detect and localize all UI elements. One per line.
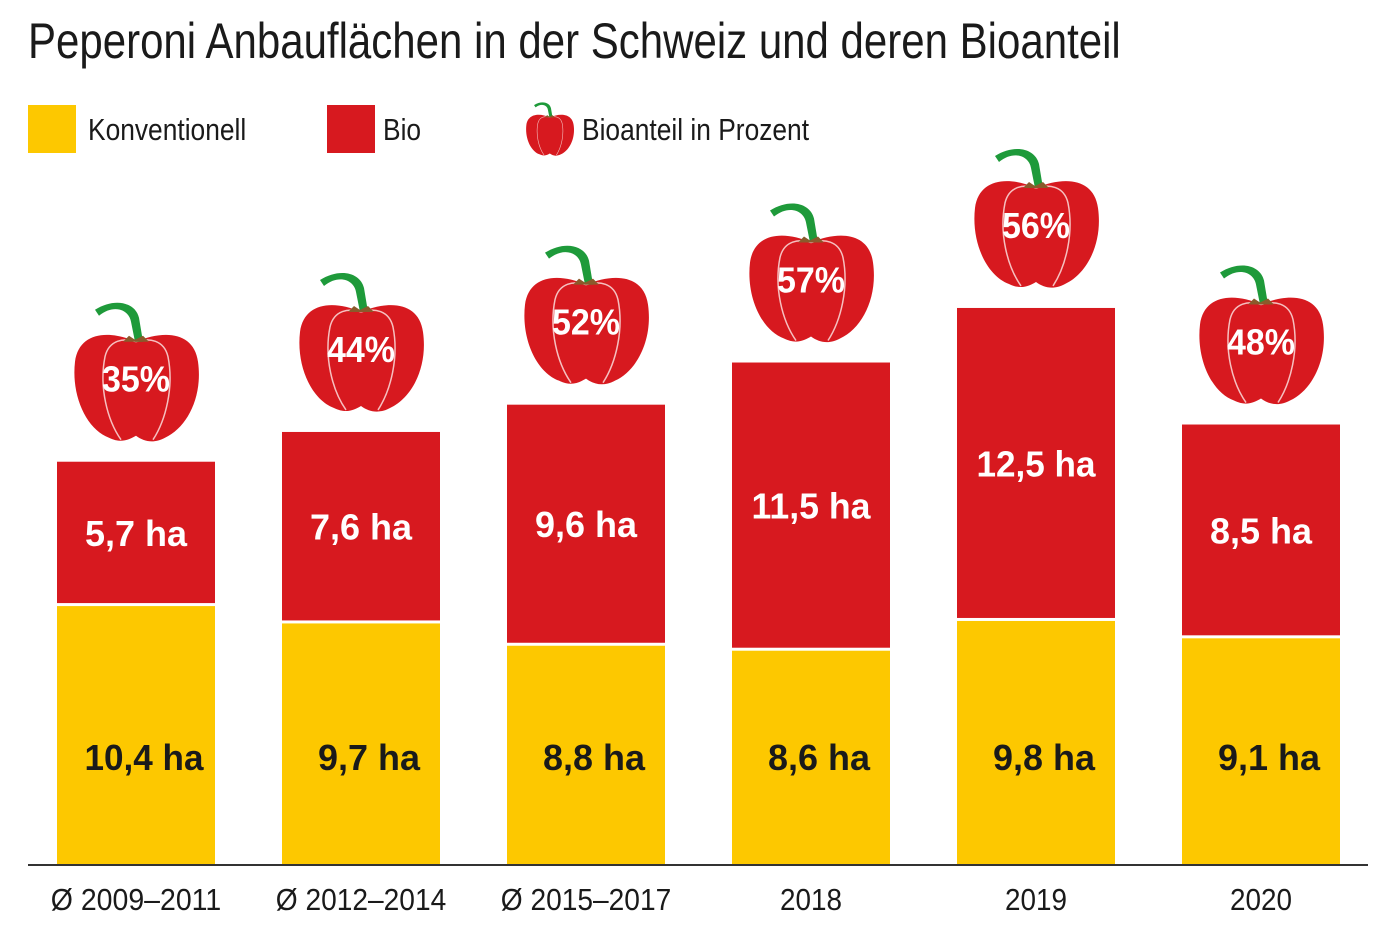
pepper-lobe-lines	[1227, 302, 1296, 403]
bar-bio	[1182, 424, 1340, 636]
pepper-calyx	[348, 305, 374, 312]
bar-bio	[507, 404, 665, 643]
data-label-bio: 8,5 ha	[1210, 510, 1313, 551]
pepper-body	[1199, 297, 1324, 405]
pepper-body	[526, 114, 575, 156]
bio-share-label: 44%	[327, 329, 395, 370]
pepper-icon: 52%	[524, 245, 649, 385]
x-tick-label: Ø 2015–2017	[501, 882, 672, 917]
data-label-konventionell: 10,4 ha	[85, 737, 205, 778]
pepper-lobe-lines	[777, 240, 846, 341]
data-label-konventionell: 9,1 ha	[1218, 737, 1321, 778]
bio-share-label: 56%	[1002, 205, 1070, 246]
data-label-konventionell: 9,7 ha	[318, 737, 421, 778]
bar-bio	[282, 431, 440, 621]
x-tick-label: 2019	[1005, 882, 1067, 917]
pepper-calyx	[1248, 298, 1274, 305]
pepper-icon: 48%	[1199, 265, 1324, 405]
pepper-stem	[320, 272, 368, 312]
pepper-calyx	[123, 335, 149, 342]
bio-share-label: 48%	[1227, 322, 1295, 363]
pepper-lobe-lines	[1002, 185, 1071, 287]
pepper-body	[974, 181, 1099, 288]
data-label-bio: 9,6 ha	[535, 504, 638, 545]
data-label-konventionell: 9,8 ha	[993, 737, 1096, 778]
pepper-body	[74, 334, 199, 442]
x-tick-label: 2020	[1230, 882, 1292, 917]
pepper-stem	[95, 302, 143, 342]
pepper-body	[524, 277, 649, 385]
bar-bio	[57, 461, 215, 604]
bar-konventionell	[957, 620, 1115, 864]
bar-konventionell	[282, 623, 440, 864]
data-label-bio: 7,6 ha	[310, 507, 413, 548]
x-tick-label: Ø 2012–2014	[276, 882, 447, 917]
bar-konventionell	[507, 645, 665, 864]
pepper-lobe-lines	[327, 309, 396, 411]
pepper-icon: 44%	[299, 272, 424, 412]
legend-label-konventionell: Konventionell	[88, 112, 247, 147]
pepper-body	[299, 305, 424, 412]
pepper-stem	[1220, 265, 1268, 305]
pepper-stem	[545, 245, 593, 285]
pepper-icon	[526, 102, 575, 156]
pepper-stem	[534, 102, 553, 118]
bio-share-label: 35%	[102, 359, 170, 400]
pepper-lobe-lines	[552, 282, 621, 384]
legend-label-bioanteil: Bioanteil in Prozent	[582, 112, 810, 147]
bio-share-label: 52%	[552, 302, 620, 343]
pepper-icon: 56%	[974, 148, 1099, 288]
data-label-bio: 11,5 ha	[752, 486, 872, 527]
pepper-body	[749, 235, 874, 343]
pepper-icon: 35%	[74, 302, 199, 442]
bar-bio	[957, 307, 1115, 618]
data-label-konventionell: 8,6 ha	[768, 737, 871, 778]
pepper-stem	[995, 148, 1043, 188]
pepper-icon: 57%	[749, 203, 874, 343]
bar-konventionell	[732, 650, 890, 864]
x-tick-label: Ø 2009–2011	[51, 882, 222, 917]
bar-konventionell	[1182, 638, 1340, 864]
data-label-bio: 5,7 ha	[85, 513, 188, 554]
chart-title: Peperoni Anbauflächen in der Schweiz und…	[28, 13, 1121, 69]
bar-bio	[732, 362, 890, 648]
x-tick-label: 2018	[780, 882, 842, 917]
pepper-stem	[770, 203, 818, 243]
data-label-konventionell: 8,8 ha	[543, 737, 646, 778]
pepper-calyx	[798, 236, 824, 243]
legend-swatch-bio	[327, 105, 375, 153]
legend-label-bio: Bio	[383, 112, 422, 147]
pepper-calyx	[1023, 181, 1049, 188]
bio-share-label: 57%	[777, 260, 845, 301]
bar-konventionell	[57, 606, 215, 864]
pepper-lobe-lines	[102, 339, 171, 441]
pepper-calyx	[573, 278, 599, 285]
pepper-calyx	[544, 115, 555, 118]
data-label-bio: 12,5 ha	[977, 443, 1097, 484]
legend-swatch-konventionell	[28, 105, 76, 153]
